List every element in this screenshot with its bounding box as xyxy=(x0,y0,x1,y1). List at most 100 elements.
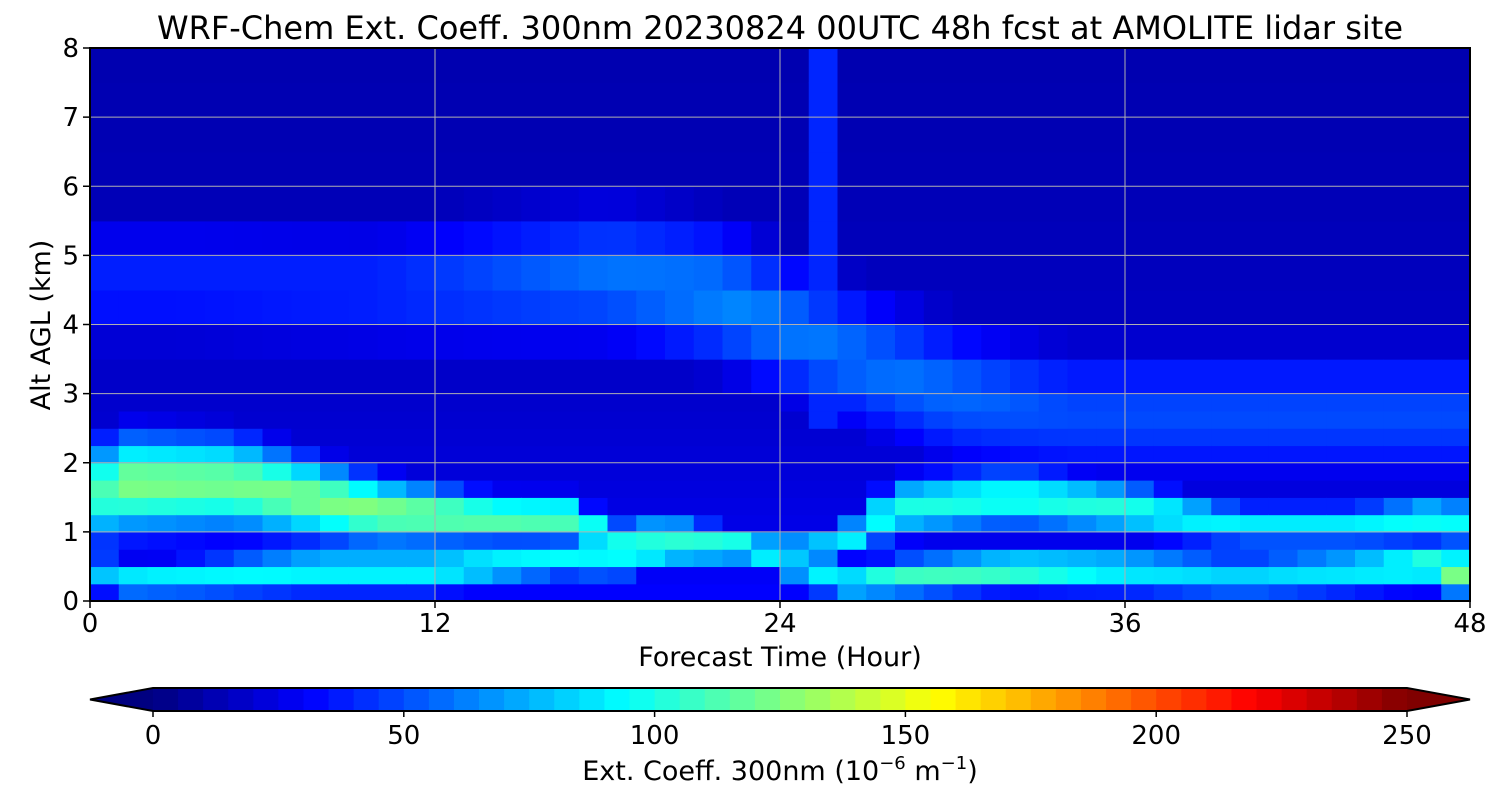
heatmap-cell xyxy=(607,186,637,222)
heatmap-cell xyxy=(1326,428,1356,447)
heatmap-cell xyxy=(751,566,781,585)
heatmap-cell xyxy=(1355,514,1385,533)
heatmap-cell xyxy=(1067,531,1097,550)
heatmap-cell xyxy=(751,393,781,412)
heatmap-cell xyxy=(693,549,724,568)
heatmap-cell xyxy=(952,220,982,256)
heatmap-cell xyxy=(722,462,752,481)
heatmap-cell xyxy=(1153,410,1184,429)
heatmap-cell xyxy=(923,393,954,412)
heatmap-cell xyxy=(808,445,839,464)
heatmap-cell xyxy=(1038,255,1069,291)
heatmap-cell xyxy=(406,462,436,481)
heatmap-cell xyxy=(1182,255,1212,291)
heatmap-cell xyxy=(1412,255,1442,291)
heatmap-cell xyxy=(406,393,436,412)
heatmap-cell xyxy=(348,549,379,568)
heatmap-cell xyxy=(291,82,321,118)
heatmap-cell xyxy=(1038,186,1069,222)
heatmap-cell xyxy=(1211,497,1241,516)
heatmap-cell xyxy=(751,255,781,291)
heatmap-cell xyxy=(205,462,235,481)
heatmap-cell xyxy=(866,220,896,256)
heatmap-cell xyxy=(1297,255,1327,291)
heatmap-cell xyxy=(1125,583,1155,601)
heatmap-cell xyxy=(1355,583,1385,601)
heatmap-cell xyxy=(1067,583,1097,601)
heatmap-cell xyxy=(1441,445,1470,464)
heatmap-cell xyxy=(492,393,522,412)
heatmap-cell xyxy=(1038,428,1069,447)
heatmap-cell xyxy=(90,220,120,256)
heatmap-cell xyxy=(665,359,695,395)
heatmap-cell xyxy=(1297,480,1327,498)
heatmap-cell xyxy=(1412,428,1442,447)
heatmap-cell xyxy=(1211,117,1241,153)
heatmap-cell xyxy=(693,82,724,118)
colorbar-segment xyxy=(1306,688,1333,711)
colorbar-segment xyxy=(629,688,656,711)
heatmap-cell xyxy=(1182,48,1212,84)
heatmap-cell xyxy=(1383,497,1414,516)
heatmap-cell xyxy=(262,117,292,153)
heatmap-cell xyxy=(780,393,810,412)
heatmap-cell xyxy=(780,566,810,585)
heatmap-cell xyxy=(463,410,494,429)
heatmap-cell xyxy=(780,48,810,84)
heatmap-cell xyxy=(607,566,637,585)
colorbar-segment xyxy=(1256,688,1283,711)
heatmap-cell xyxy=(722,497,752,516)
heatmap-cell xyxy=(923,186,954,222)
heatmap-cell xyxy=(808,393,839,412)
colorbar-segment xyxy=(253,688,279,711)
heatmap-cell xyxy=(463,220,494,256)
heatmap-cell xyxy=(492,186,522,222)
heatmap-cell xyxy=(492,220,522,256)
heatmap-cell xyxy=(348,531,379,550)
heatmap-cell xyxy=(1412,324,1442,360)
heatmap-cell xyxy=(521,117,551,153)
heatmap-cell xyxy=(1297,566,1327,585)
heatmap-cell xyxy=(895,531,925,550)
heatmap-cell xyxy=(1182,410,1212,429)
heatmap-cell xyxy=(607,428,637,447)
heatmap-cell xyxy=(463,151,494,187)
colorbar-segment xyxy=(980,688,1007,711)
heatmap-cell xyxy=(722,549,752,568)
heatmap-cell xyxy=(377,566,407,585)
heatmap-cell xyxy=(521,82,551,118)
heatmap-cell xyxy=(636,393,666,412)
y-tick-label: 2 xyxy=(62,449,79,479)
heatmap-cell xyxy=(1125,445,1155,464)
heatmap-cell xyxy=(521,359,551,395)
heatmap-cell xyxy=(118,531,149,550)
heatmap-cell xyxy=(780,186,810,222)
heatmap-cell xyxy=(1441,549,1470,568)
heatmap-cell xyxy=(348,324,379,360)
heatmap-cell xyxy=(981,410,1011,429)
heatmap-cell xyxy=(607,324,637,360)
heatmap-cell xyxy=(262,82,292,118)
heatmap-cell xyxy=(1268,410,1299,429)
x-tick-label: 48 xyxy=(1453,609,1486,639)
heatmap-cell xyxy=(952,462,982,481)
heatmap-cell xyxy=(521,220,551,256)
heatmap-cell xyxy=(1240,480,1270,498)
heatmap-cell xyxy=(291,480,321,498)
heatmap-cell xyxy=(578,531,609,550)
heatmap-cell xyxy=(320,566,350,585)
heatmap-cell xyxy=(808,410,839,429)
heatmap-cell xyxy=(1125,549,1155,568)
heatmap-cell xyxy=(291,428,321,447)
heatmap-cell xyxy=(550,289,580,326)
y-tick-label: 0 xyxy=(62,587,79,617)
plot-area xyxy=(89,47,1471,602)
heatmap-cell xyxy=(1038,82,1069,118)
heatmap-cell xyxy=(895,566,925,585)
heatmap-cell xyxy=(1125,462,1155,481)
heatmap-cell xyxy=(952,324,982,360)
heatmap-cell xyxy=(147,393,177,412)
heatmap-cell xyxy=(837,410,867,429)
heatmap-cell xyxy=(1297,531,1327,550)
heatmap-cell xyxy=(406,117,436,153)
